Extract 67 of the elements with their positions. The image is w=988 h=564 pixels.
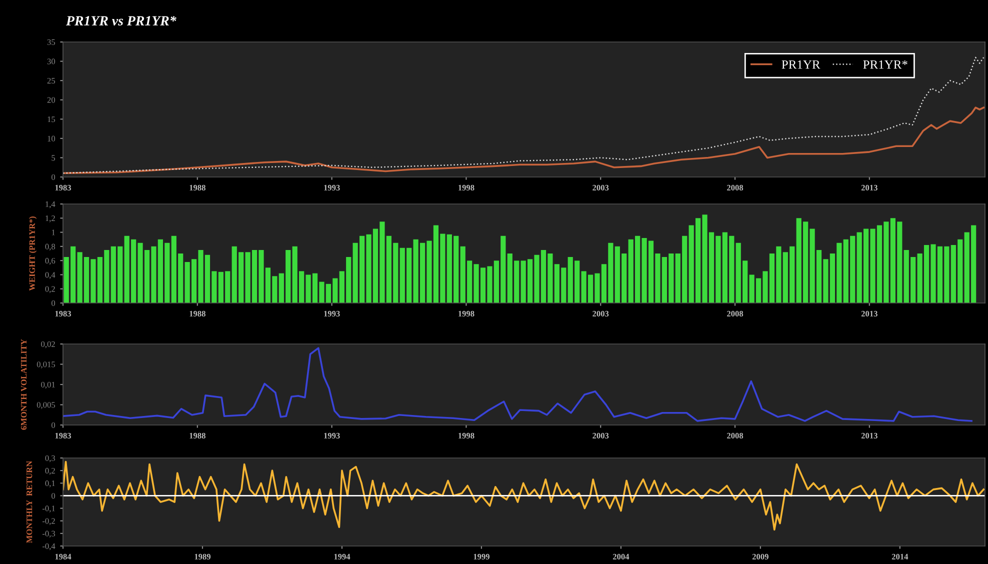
y-axis-title: WEIGHT (PR1YR*) [29, 216, 37, 291]
x-tick-label: 2008 [727, 184, 744, 191]
y-tick-label: 0 [52, 422, 56, 428]
legend-label: PR1YR [782, 60, 820, 69]
y-axis-title: MONTHLY RETURN [26, 460, 32, 543]
y-tick-label: 25 [47, 78, 56, 84]
y-tick-label: 0,6 [45, 258, 56, 265]
y-tick-label: 0,1 [45, 480, 55, 488]
x-tick-label: 2013 [861, 310, 878, 317]
x-tick-label: 1999 [474, 554, 490, 560]
y-tick-label: 20 [47, 97, 56, 103]
y-tick-label: 35 [47, 39, 56, 45]
y-tick-label: 1,2 [46, 216, 55, 222]
y-tick-label: 0,3 [45, 455, 56, 462]
y-tick-label: 0,01 [41, 382, 55, 389]
line-series [63, 106, 985, 174]
y-tick-label: 0,8 [45, 244, 56, 251]
x-tick-label: 2009 [752, 554, 768, 560]
y-tick-label: -0,4 [42, 543, 56, 550]
y-tick-label: 1,4 [46, 201, 56, 208]
x-tick-label: 1983 [55, 184, 72, 191]
x-tick-label: 2013 [861, 432, 878, 439]
x-tick-label: 1988 [190, 432, 206, 439]
y-tick-label: 10 [48, 136, 56, 142]
x-tick-label: 2004 [612, 554, 630, 560]
y-tick-label: 0,015 [36, 362, 56, 368]
y-tick-label: 0 [52, 174, 56, 180]
x-tick-label: 1989 [194, 554, 211, 560]
line-series [63, 347, 972, 422]
y-tick-label: 30 [47, 58, 56, 64]
y-tick-label: 15 [48, 116, 56, 122]
y-tick-label: -0,1 [42, 506, 55, 512]
legend-label: PR1YR* [863, 60, 908, 69]
line-series [63, 460, 985, 531]
x-tick-label: 1983 [55, 432, 72, 439]
y-tick-label: 0,4 [45, 272, 56, 279]
y-tick-label: 0,2 [45, 468, 55, 475]
y-tick-label: 0,005 [36, 402, 56, 409]
x-tick-label: 1998 [458, 310, 474, 317]
y-tick-label: 0,02 [41, 341, 55, 348]
x-tick-label: 2008 [727, 310, 744, 317]
x-tick-label: 1983 [55, 310, 72, 317]
x-tick-label: 1993 [324, 310, 340, 317]
x-tick-label: 1988 [190, 184, 206, 191]
x-tick-label: 1993 [324, 432, 340, 439]
y-tick-label: 0 [52, 300, 56, 306]
line-series [63, 56, 984, 174]
x-tick-label: 2008 [727, 432, 744, 439]
y-tick-label: 1 [52, 230, 55, 236]
x-tick-label: 2003 [592, 310, 609, 317]
x-tick-label: 1994 [334, 554, 350, 560]
x-tick-label: 1984 [55, 554, 72, 560]
chart-title: PR1YR vs PR1YR* [66, 16, 176, 26]
x-tick-label: 2003 [592, 184, 609, 191]
y-tick-label: 0 [52, 493, 56, 499]
x-tick-label: 1988 [190, 310, 206, 317]
y-axis-title: 6MONTH VOLATILITY [20, 339, 27, 430]
x-tick-label: 1998 [458, 432, 474, 439]
y-tick-label: 0,2 [45, 286, 55, 294]
y-tick-label: -0,3 [42, 530, 56, 538]
y-tick-label: 5 [52, 155, 56, 161]
x-tick-label: 2003 [592, 432, 609, 439]
x-tick-label: 2013 [861, 184, 878, 191]
x-tick-label: 2014 [892, 554, 908, 560]
x-tick-label: 1993 [324, 184, 340, 191]
y-tick-label: -0,2 [42, 518, 55, 526]
x-tick-label: 1998 [458, 184, 474, 191]
